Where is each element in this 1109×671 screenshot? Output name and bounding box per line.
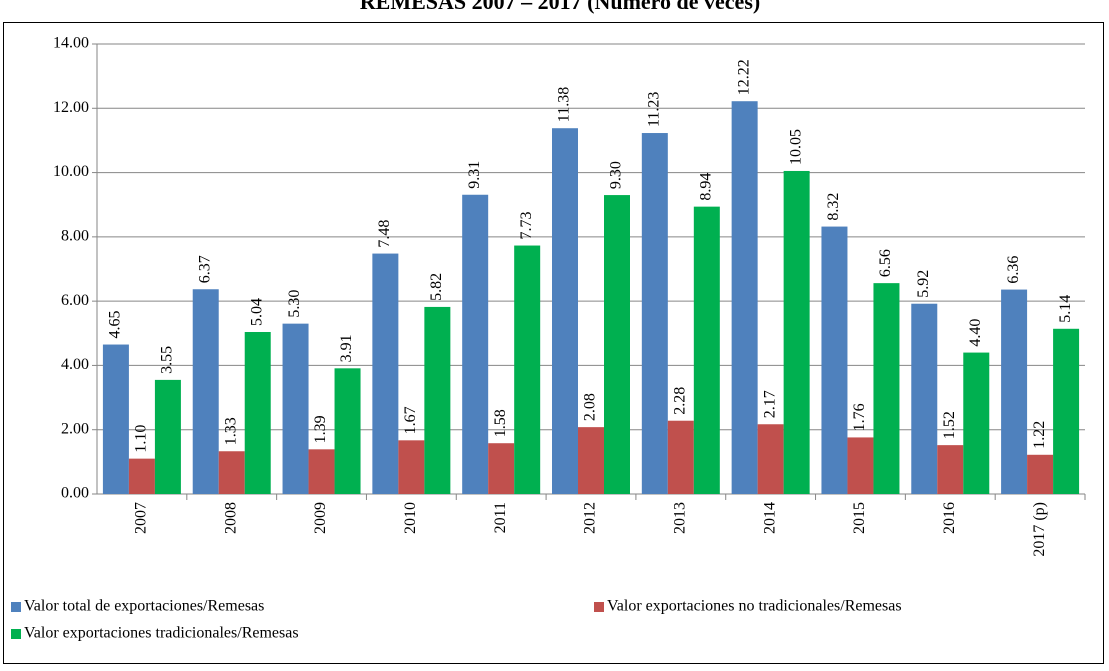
bar — [821, 226, 848, 495]
data-label: 6.36 — [1005, 256, 1022, 284]
y-tick-label: 4.00 — [61, 356, 89, 373]
x-tick-label: 2012 — [582, 502, 599, 534]
bar — [693, 206, 720, 494]
bar — [192, 289, 219, 494]
data-label: 1.52 — [941, 411, 958, 439]
data-label: 1.22 — [1031, 421, 1048, 449]
data-label: 11.38 — [556, 87, 573, 122]
data-label: 1.67 — [402, 406, 419, 434]
bar — [244, 332, 271, 494]
bar — [1053, 328, 1080, 494]
bar — [1027, 454, 1054, 494]
data-label: 11.23 — [645, 92, 662, 127]
data-label: 8.32 — [825, 193, 842, 221]
bar — [604, 195, 630, 495]
bar — [578, 427, 604, 494]
y-tick-label: 2.00 — [61, 420, 89, 437]
bar — [963, 352, 990, 494]
data-label: 1.33 — [222, 417, 239, 445]
x-tick-label: 2009 — [312, 502, 329, 534]
x-tick-label: 2011 — [492, 502, 509, 533]
bar — [154, 379, 181, 494]
bar — [1001, 289, 1028, 494]
bar — [731, 101, 758, 494]
bar — [667, 420, 694, 494]
bar — [847, 437, 874, 494]
bar — [128, 458, 155, 494]
x-tick-label: 2015 — [851, 502, 868, 534]
bar — [873, 283, 900, 494]
x-tick-label: 2010 — [402, 502, 419, 534]
data-label: 1.39 — [312, 415, 329, 443]
data-label: 3.91 — [338, 334, 355, 362]
bar — [552, 128, 578, 494]
data-label: 8.94 — [697, 173, 714, 201]
data-label: 12.22 — [735, 59, 752, 95]
x-tick-label: 2013 — [671, 502, 688, 534]
bar — [488, 443, 515, 494]
bar — [102, 344, 129, 494]
data-label: 4.65 — [107, 311, 124, 339]
bar — [757, 424, 784, 494]
bar — [783, 170, 810, 494]
data-label: 1.76 — [851, 403, 868, 431]
y-tick-label: 6.00 — [61, 292, 89, 309]
bar — [308, 449, 335, 494]
data-label: 2.28 — [671, 387, 688, 415]
legend-label: Valor total de exportaciones/Remesas — [24, 598, 264, 615]
data-label: 5.30 — [286, 290, 303, 318]
x-tick-label: 2017 (p) — [1031, 502, 1048, 557]
bar — [282, 323, 309, 494]
data-label: 9.31 — [466, 161, 483, 189]
y-tick-label: 0.00 — [61, 485, 89, 502]
x-tick-label: 2007 — [133, 502, 150, 534]
data-label: 4.40 — [967, 319, 984, 347]
legend-swatch — [594, 602, 604, 612]
y-tick-label: 10.00 — [53, 163, 89, 180]
legend-swatch — [11, 602, 21, 612]
bar — [911, 303, 938, 494]
chart-border — [3, 22, 1104, 664]
bar — [462, 194, 489, 494]
legend-label: Valor exportaciones tradicionales/Remesa… — [24, 625, 299, 642]
data-label: 5.14 — [1057, 295, 1074, 323]
data-label: 10.05 — [787, 129, 804, 165]
data-label: 3.55 — [159, 346, 176, 374]
x-tick-label: 2008 — [222, 502, 239, 534]
data-label: 7.48 — [376, 220, 393, 248]
bar — [372, 253, 399, 494]
bar — [641, 133, 668, 495]
bar — [398, 440, 425, 494]
data-label: 5.92 — [915, 270, 932, 298]
x-tick-label: 2014 — [761, 502, 778, 534]
data-label: 2.08 — [582, 393, 599, 421]
data-label: 1.10 — [133, 425, 150, 453]
data-label: 6.37 — [196, 255, 213, 283]
bar — [334, 368, 361, 494]
data-label: 1.58 — [492, 409, 509, 437]
data-label: 5.04 — [248, 298, 265, 326]
data-label: 2.17 — [761, 390, 778, 418]
legend-label: Valor exportaciones no tradicionales/Rem… — [607, 598, 902, 615]
bar — [937, 445, 964, 494]
data-label: 9.30 — [608, 161, 625, 189]
legend-swatch — [11, 629, 21, 639]
data-label: 5.82 — [428, 273, 445, 301]
data-label: 7.73 — [518, 212, 535, 240]
x-tick-label: 2016 — [941, 502, 958, 534]
data-label: 6.56 — [877, 249, 894, 277]
chart-title: REMESAS 2007 – 2017 (Número de veces) — [360, 0, 760, 14]
y-tick-label: 14.00 — [53, 35, 89, 52]
bar — [218, 451, 245, 494]
bar — [514, 245, 541, 494]
y-tick-label: 12.00 — [53, 99, 89, 116]
bar — [424, 306, 451, 494]
y-tick-label: 8.00 — [61, 228, 89, 245]
